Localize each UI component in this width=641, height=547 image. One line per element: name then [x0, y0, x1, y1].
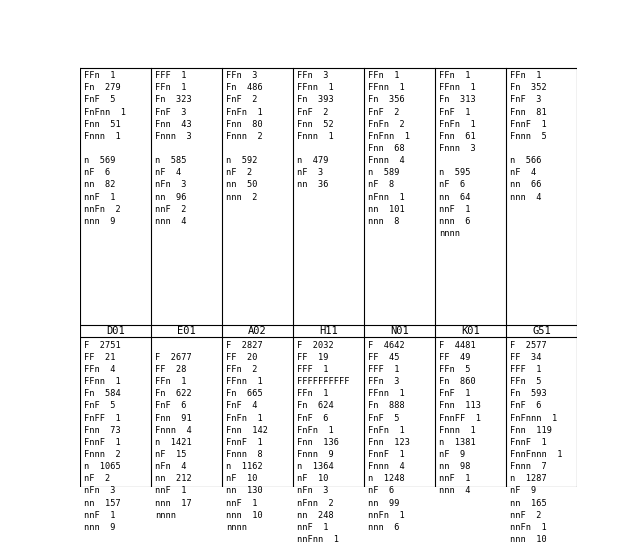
- Text: K01: K01: [461, 326, 480, 336]
- Text: G51: G51: [532, 326, 551, 336]
- Text: D01: D01: [106, 326, 125, 336]
- Text: FFF  1
FFn  1
Fn  323
FnF  3
Fnn  43
Fnnn  3

n  585
nF  4
nFn  3
nn  96
nnF  2
: FFF 1 FFn 1 Fn 323 FnF 3 Fnn 43 Fnnn 3 n…: [155, 71, 192, 226]
- Text: FFn  1
FFnn  1
Fn  356
FnF  2
FnFn  2
FnFnn  1
Fnn  68
Fnnn  4
n  589
nF  8
nFnn: FFn 1 FFnn 1 Fn 356 FnF 2 FnFn 2 FnFnn 1…: [368, 71, 410, 226]
- Text: F  2827
FF  20
FFn  2
FFnn  1
Fn  665
FnF  4
FnFn  1
Fnn  142
FnnF  1
Fnnn  8
n : F 2827 FF 20 FFn 2 FFnn 1 Fn 665 FnF 4 F…: [226, 341, 268, 532]
- Text: N01: N01: [390, 326, 409, 336]
- Text: F  4481
FF  49
FFn  5
Fn  860
FnF  1
Fnn  113
FnnFF  1
Fnnn  1
n  1381
nF  9
nn : F 4481 FF 49 FFn 5 Fn 860 FnF 1 Fnn 113 …: [439, 341, 481, 496]
- Text: F  4642
FF  45
FFF  1
FFn  3
FFnn  1
Fn  888
FnF  5
FnFn  1
Fnn  123
FnnF  1
Fnn: F 4642 FF 45 FFF 1 FFn 3 FFnn 1 Fn 888 F…: [368, 341, 410, 532]
- Text: F  2751
FF  21
FFn  4
FFnn  1
Fn  584
FnF  5
FnFF  1
Fnn  73
FnnF  1
Fnnn  2
n  : F 2751 FF 21 FFn 4 FFnn 1 Fn 584 FnF 5 F…: [84, 341, 121, 532]
- Text: FFn  1
Fn  352
FnF  3
Fnn  81
FnnF  1
Fnnn  5

n  566
nF  4
nn  66
nnn  4: FFn 1 Fn 352 FnF 3 Fnn 81 FnnF 1 Fnnn 5 …: [510, 71, 547, 202]
- Text: FFn  1
Fn  279
FnF  5
FnFnn  1
Fnn  51
Fnnn  1

n  569
nF  6
nn  82
nnF  1
nnFn : FFn 1 Fn 279 FnF 5 FnFnn 1 Fnn 51 Fnnn 1…: [84, 71, 126, 226]
- Text: H11: H11: [319, 326, 338, 336]
- Text: F  2032
FF  19
FFF  1
FFFFFFFFFF
FFn  1
Fn  624
FnF  6
FnFn  1
Fnn  136
Fnnn  9
: F 2032 FF 19 FFF 1 FFFFFFFFFF FFn 1 Fn 6…: [297, 341, 349, 547]
- Text: FFn  3
FFnn  1
Fn  393
FnF  2
Fnn  52
Fnnn  1

n  479
nF  3
nn  36: FFn 3 FFnn 1 Fn 393 FnF 2 Fnn 52 Fnnn 1 …: [297, 71, 334, 189]
- Text: FFn  3
Fn  486
FnF  2
FnFn  1
Fnn  80
Fnnn  2

n  592
nF  2
nn  50
nnn  2: FFn 3 Fn 486 FnF 2 FnFn 1 Fnn 80 Fnnn 2 …: [226, 71, 263, 202]
- Text: F  2577
FF  34
FFF  1
FFn  5
Fn  593
FnF  6
FnFnnn  1
Fnn  119
FnnF  1
FnnFnnn  : F 2577 FF 34 FFF 1 FFn 5 Fn 593 FnF 6 Fn…: [510, 341, 562, 544]
- Text: A02: A02: [248, 326, 267, 336]
- Text: E01: E01: [177, 326, 196, 336]
- Text: F  2677
FF  28
FFn  1
Fn  622
FnF  6
Fnn  91
Fnnn  4
n  1421
nF  15
nFn  4
nn  2: F 2677 FF 28 FFn 1 Fn 622 FnF 6 Fnn 91 F…: [155, 341, 192, 520]
- Text: FFn  1
FFnn  1
Fn  313
FnF  1
FnFn  1
Fnn  61
Fnnn  3

n  595
nF  6
nn  64
nnF  : FFn 1 FFnn 1 Fn 313 FnF 1 FnFn 1 Fnn 61 …: [439, 71, 476, 238]
